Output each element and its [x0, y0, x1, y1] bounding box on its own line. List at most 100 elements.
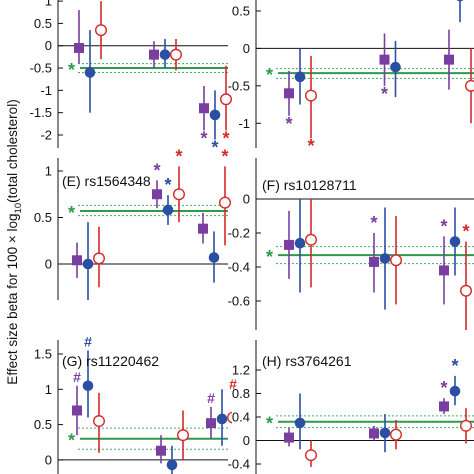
point-ring-red [219, 93, 232, 106]
significance-mark-purple: * [153, 160, 160, 180]
meta-asterisk: * [266, 414, 273, 434]
point-ring-red [92, 252, 105, 265]
point-circle-blue [294, 237, 306, 249]
y-axis-label: Effect size beta for 100 × log10(total c… [5, 99, 24, 384]
point-circle-blue [379, 427, 391, 439]
point-ring-red [172, 188, 185, 201]
y-axis-label-prefix: Effect size beta for 100 × log [5, 213, 20, 384]
point-ring-red [176, 429, 189, 442]
panel-b: -1 -0.5 0 0.5 * * * * [228, 0, 474, 156]
y-axis-label-subscript: 10 [13, 203, 24, 214]
significance-mark-purple: * [370, 213, 377, 233]
point-ring-red [305, 449, 318, 462]
y-tick-label: 0.4 [232, 410, 250, 425]
point-circle-blue [209, 109, 221, 121]
panel-a: -2-1.5-1-0.500.51** * * [30, 0, 232, 157]
meta-asterisk: * [68, 203, 75, 223]
y-tick-label: 0 [45, 257, 52, 272]
y-tick-label: -0.5 [228, 78, 250, 93]
point-square-purple [284, 88, 294, 99]
point-circle-blue [456, 0, 464, 2]
significance-mark-red: * [222, 129, 229, 149]
meta-asterisk: * [266, 247, 273, 267]
point-circle-blue [294, 417, 306, 429]
significance-mark-purple: * [200, 129, 207, 149]
panel-plot-area [58, 1, 232, 140]
point-square-purple [284, 432, 294, 443]
panel-title: (H) rs3764261 [262, 353, 352, 369]
point-circle-blue [166, 459, 178, 471]
y-tick-label: -1.5 [30, 105, 52, 120]
point-ring-red [390, 254, 403, 267]
point-circle-blue [208, 252, 220, 263]
point-square-purple [284, 239, 294, 250]
point-ring-red [460, 419, 473, 432]
point-ring-red [218, 196, 231, 209]
point-circle-blue [449, 385, 461, 397]
y-tick-label: 0 [243, 192, 250, 207]
panel-f: -0.6 -0.4 -0.2 0 * * * * (F) rs10128711 [228, 158, 474, 330]
y-tick-label: 0 [45, 452, 52, 467]
y-tick-label: 0.5 [34, 210, 52, 225]
point-square-purple [379, 54, 390, 65]
significance-mark-purple: # [207, 390, 215, 406]
significance-mark-purple: # [73, 369, 81, 385]
point-ring-red [305, 89, 318, 102]
point-ring-red [460, 284, 473, 297]
point-square-purple [72, 405, 82, 416]
point-ring-red [227, 411, 232, 424]
significance-mark-blue: * [164, 175, 171, 195]
significance-mark-purple: * [440, 378, 447, 398]
y-tick-label: 0.5 [34, 16, 52, 31]
point-ring-red [465, 79, 474, 92]
y-tick-label: 0.8 [232, 386, 250, 401]
point-square-purple [152, 189, 162, 200]
point-circle-blue [294, 71, 306, 83]
y-tick-label: 1.5 [34, 347, 52, 362]
point-circle-blue [449, 236, 461, 247]
meta-asterisk: * [68, 431, 75, 451]
panel-plot-area [256, 375, 474, 467]
significance-mark-red: * [462, 222, 469, 242]
point-square-purple [369, 428, 379, 439]
meta-asterisk: * [68, 60, 75, 80]
panel-g: 00.511.5*####(G) rs11220462 [34, 333, 237, 474]
y-tick-label: -0.4 [228, 260, 250, 275]
point-ring-red [169, 48, 182, 61]
significance-mark-red: * [307, 136, 314, 156]
y-tick-label: -1 [238, 116, 250, 131]
significance-mark-blue: # [84, 333, 92, 349]
point-ring-red [92, 415, 105, 428]
point-circle-blue [159, 49, 171, 60]
y-tick-label: -0.5 [30, 61, 52, 76]
significance-mark-purple: * [440, 216, 447, 236]
point-square-purple [439, 265, 449, 276]
panel-plot-area [256, 0, 474, 139]
panel-h: -0.400.40.81.2***(H) rs3764261 [228, 340, 474, 474]
significance-mark-blue: * [451, 356, 458, 376]
panels: -2-1.5-1-0.500.51** * *-1-0.500.5****00.51… [30, 0, 474, 474]
panel-plot-area [256, 198, 474, 330]
point-ring-red [94, 24, 107, 37]
y-tick-label: 0.5 [34, 417, 52, 432]
y-axis-label-suffix: (total cholesterol) [5, 99, 20, 203]
point-square-purple [198, 223, 208, 234]
significance-mark-purple: * [285, 114, 292, 134]
point-square-purple [206, 418, 216, 429]
y-tick-label: -0.4 [228, 457, 250, 472]
point-square-purple [444, 54, 454, 65]
point-ring-red [390, 428, 403, 441]
point-circle-blue [162, 204, 174, 216]
point-square-purple [74, 42, 84, 53]
point-circle-blue [82, 258, 94, 270]
y-tick-label: 0 [243, 433, 250, 448]
point-square-purple [369, 256, 379, 267]
significance-mark-red: # [229, 376, 237, 392]
y-tick-label: 1 [45, 382, 52, 397]
panel-plot-area [58, 350, 232, 474]
point-circle-blue [390, 61, 401, 73]
panel-plot-area [58, 166, 231, 300]
significance-mark-purple: * [381, 84, 388, 104]
panel-title: (F) rs10128711 [262, 177, 357, 193]
